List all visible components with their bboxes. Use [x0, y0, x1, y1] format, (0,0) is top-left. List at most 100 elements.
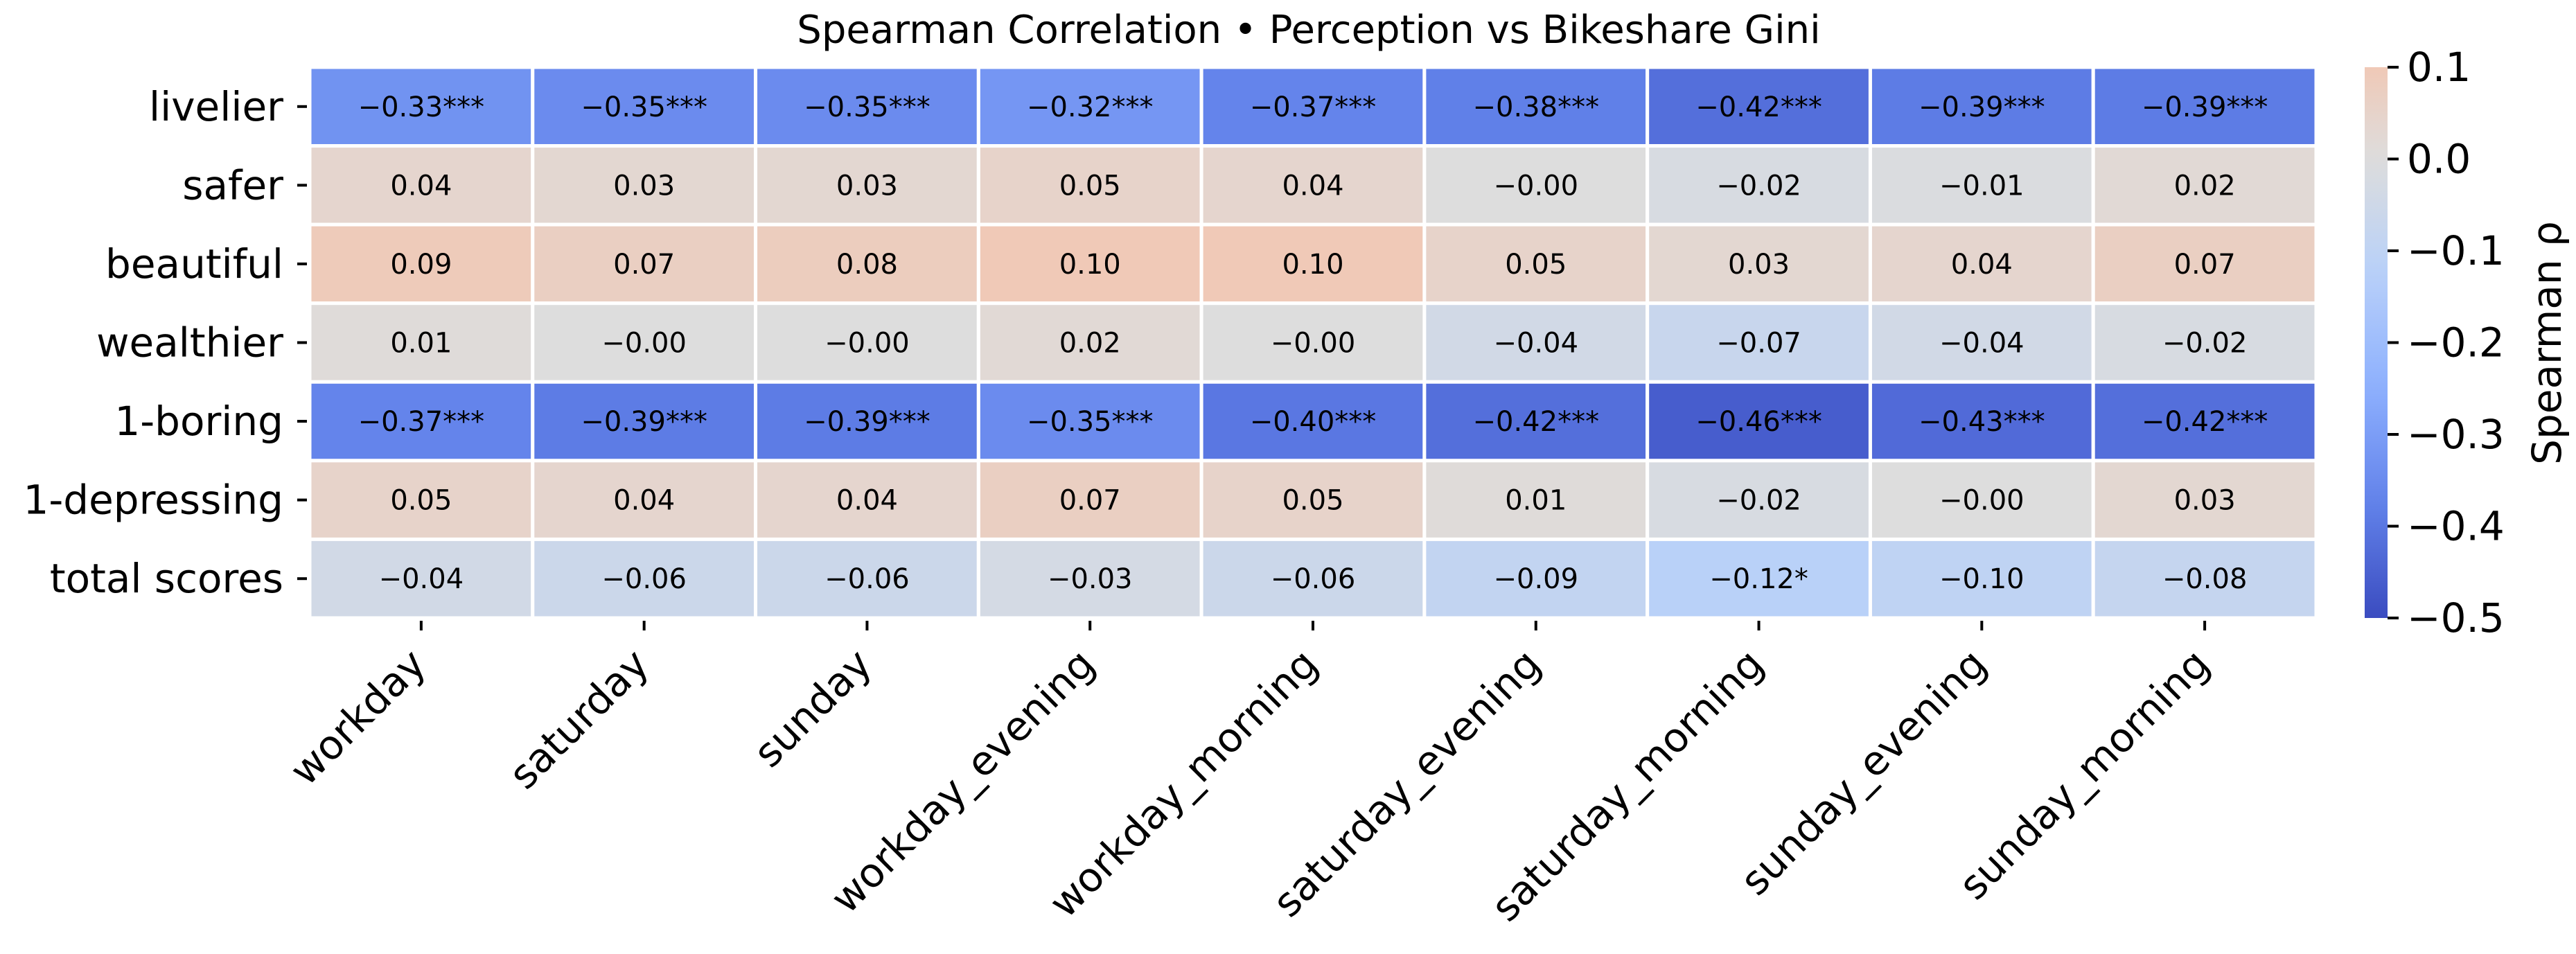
cell-annotation: 0.10: [1282, 249, 1343, 281]
cell-annotation: −0.04: [379, 563, 464, 595]
cell-annotation: −0.06: [1271, 563, 1356, 595]
heatmap-cell: [308, 222, 535, 306]
colorbar-tick-label: −0.3: [2407, 411, 2505, 458]
heatmap-cell: [976, 301, 1203, 384]
heatmap-cell: [754, 222, 980, 306]
cell-annotation: 0.05: [390, 485, 452, 517]
cell-annotation: −0.32***: [1027, 91, 1154, 123]
heatmap-cell: [531, 222, 758, 306]
heatmap-cell: [531, 301, 758, 384]
cell-annotation: −0.43***: [1918, 406, 2045, 438]
cell-annotation: −0.09: [1493, 563, 1578, 595]
heatmap-cell: [1868, 65, 2095, 148]
cell-annotation: −0.06: [824, 563, 910, 595]
heatmap-cell: [976, 459, 1203, 541]
heatmap-cell: [531, 459, 758, 541]
cell-annotation: 0.08: [836, 249, 898, 281]
heatmap-cell: [2091, 144, 2318, 227]
heatmap-cell: [1646, 537, 1872, 620]
cell-annotation: −0.46***: [1695, 406, 1822, 438]
heatmap-cell: [308, 537, 535, 620]
column-label-sunday-morning: sunday_morning: [1950, 640, 2218, 909]
cell-annotation: −0.38***: [1472, 91, 1599, 123]
cell-annotation: 0.04: [836, 485, 898, 517]
cell-annotation: −0.00: [1939, 485, 2024, 517]
cell-annotation: −0.35***: [804, 91, 930, 123]
heatmap-cell: [2091, 537, 2318, 620]
heatmap-cell: [2091, 459, 2318, 541]
colorbar-tick-label: −0.1: [2407, 227, 2505, 274]
column-label-workday: workday: [281, 640, 435, 795]
heatmap-cell: [2091, 301, 2318, 384]
row-axis: livelier safer beautiful wealthier 1-boring 1…: [23, 83, 307, 602]
heatmap-cell: [1422, 459, 1650, 541]
colorbar-ticks: 0.1 0.0 −0.1 −0.2 −0.3 −0.4 −0.5: [2388, 44, 2505, 642]
column-label-sunday: sunday: [744, 640, 881, 777]
cell-annotation: 0.05: [1059, 170, 1121, 202]
colorbar-tick-label: −0.5: [2407, 594, 2505, 642]
colorbar-tick-label: −0.2: [2407, 319, 2505, 366]
cell-annotation: 0.03: [836, 170, 898, 202]
row-label-total-scores: total scores: [50, 555, 283, 602]
cell-annotation: 0.05: [1505, 249, 1567, 281]
cell-annotation: −0.07: [1716, 328, 1801, 360]
heatmap-cell: [1199, 222, 1427, 306]
colorbar-tick-label: −0.4: [2407, 503, 2505, 550]
row-label-1-boring: 1-boring: [114, 398, 283, 445]
cell-annotation: −0.39***: [2142, 91, 2268, 123]
heatmap-cell: [754, 459, 980, 541]
cell-annotation: 0.03: [2174, 485, 2236, 517]
cell-annotation: −0.00: [1271, 328, 1356, 360]
cell-annotation: −0.00: [824, 328, 910, 360]
cell-annotation: 0.04: [613, 485, 675, 517]
row-label-livelier: livelier: [149, 83, 283, 130]
cell-annotation: −0.02: [2162, 328, 2248, 360]
cell-annotation: −0.39***: [804, 406, 930, 438]
row-label-beautiful: beautiful: [105, 240, 283, 288]
cell-annotation: 0.01: [390, 328, 452, 360]
heatmap-cell: [2091, 380, 2318, 463]
heatmap-cell: [1646, 144, 1872, 227]
cell-annotation: −0.04: [1493, 328, 1578, 360]
heatmap-cell: [1868, 459, 2095, 541]
cell-annotation: −0.37***: [1250, 91, 1377, 123]
cell-annotation: −0.37***: [358, 406, 485, 438]
heatmap-cell: [1422, 65, 1650, 148]
heatmap-cell: [1199, 459, 1427, 541]
column-label-sunday-evening: sunday_evening: [1731, 640, 1996, 905]
cell-annotation: 0.02: [2174, 170, 2236, 202]
heatmap-cell: [1199, 144, 1427, 227]
colorbar-gradient: [2365, 67, 2388, 618]
cell-annotation: 0.02: [1059, 328, 1121, 360]
cell-annotation: 0.05: [1282, 485, 1343, 517]
heatmap-cell: [308, 144, 535, 227]
cell-annotation: −0.35***: [581, 91, 707, 123]
heatmap-cells: −0.33*** −0.35*** −0.35*** −0.32*** −0.37***…: [308, 65, 2318, 620]
cell-annotation: −0.02: [1716, 485, 1801, 517]
cell-annotation: 0.04: [1282, 170, 1343, 202]
row-label-safer: safer: [182, 161, 283, 209]
heatmap-cell: [2091, 222, 2318, 306]
heatmap-cell: [1422, 380, 1650, 463]
colorbar-tick-label: 0.1: [2407, 44, 2471, 91]
heatmap-cell: [531, 65, 758, 148]
cell-annotation: −0.00: [601, 328, 687, 360]
cell-annotation: 0.01: [1505, 485, 1567, 517]
heatmap-cell: [976, 222, 1203, 306]
cell-annotation: 0.07: [1059, 485, 1121, 517]
cell-annotation: −0.10: [1939, 563, 2024, 595]
cell-annotation: −0.01: [1939, 170, 2024, 202]
cell-annotation: −0.33***: [358, 91, 485, 123]
chart-title: Spearman Correlation • Perception vs Bik…: [797, 8, 1820, 53]
column-axis: workday saturday sundayworkday_eveningwork…: [281, 621, 2218, 930]
cell-annotation: −0.42***: [2142, 406, 2268, 438]
cell-annotation: −0.12*: [1709, 563, 1808, 595]
heatmap-cell: [754, 144, 980, 227]
heatmap-cell: [531, 537, 758, 620]
cell-annotation: −0.02: [1716, 170, 1801, 202]
cell-annotation: −0.35***: [1027, 406, 1154, 438]
cell-annotation: −0.08: [2162, 563, 2248, 595]
heatmap-cell: [308, 65, 535, 148]
